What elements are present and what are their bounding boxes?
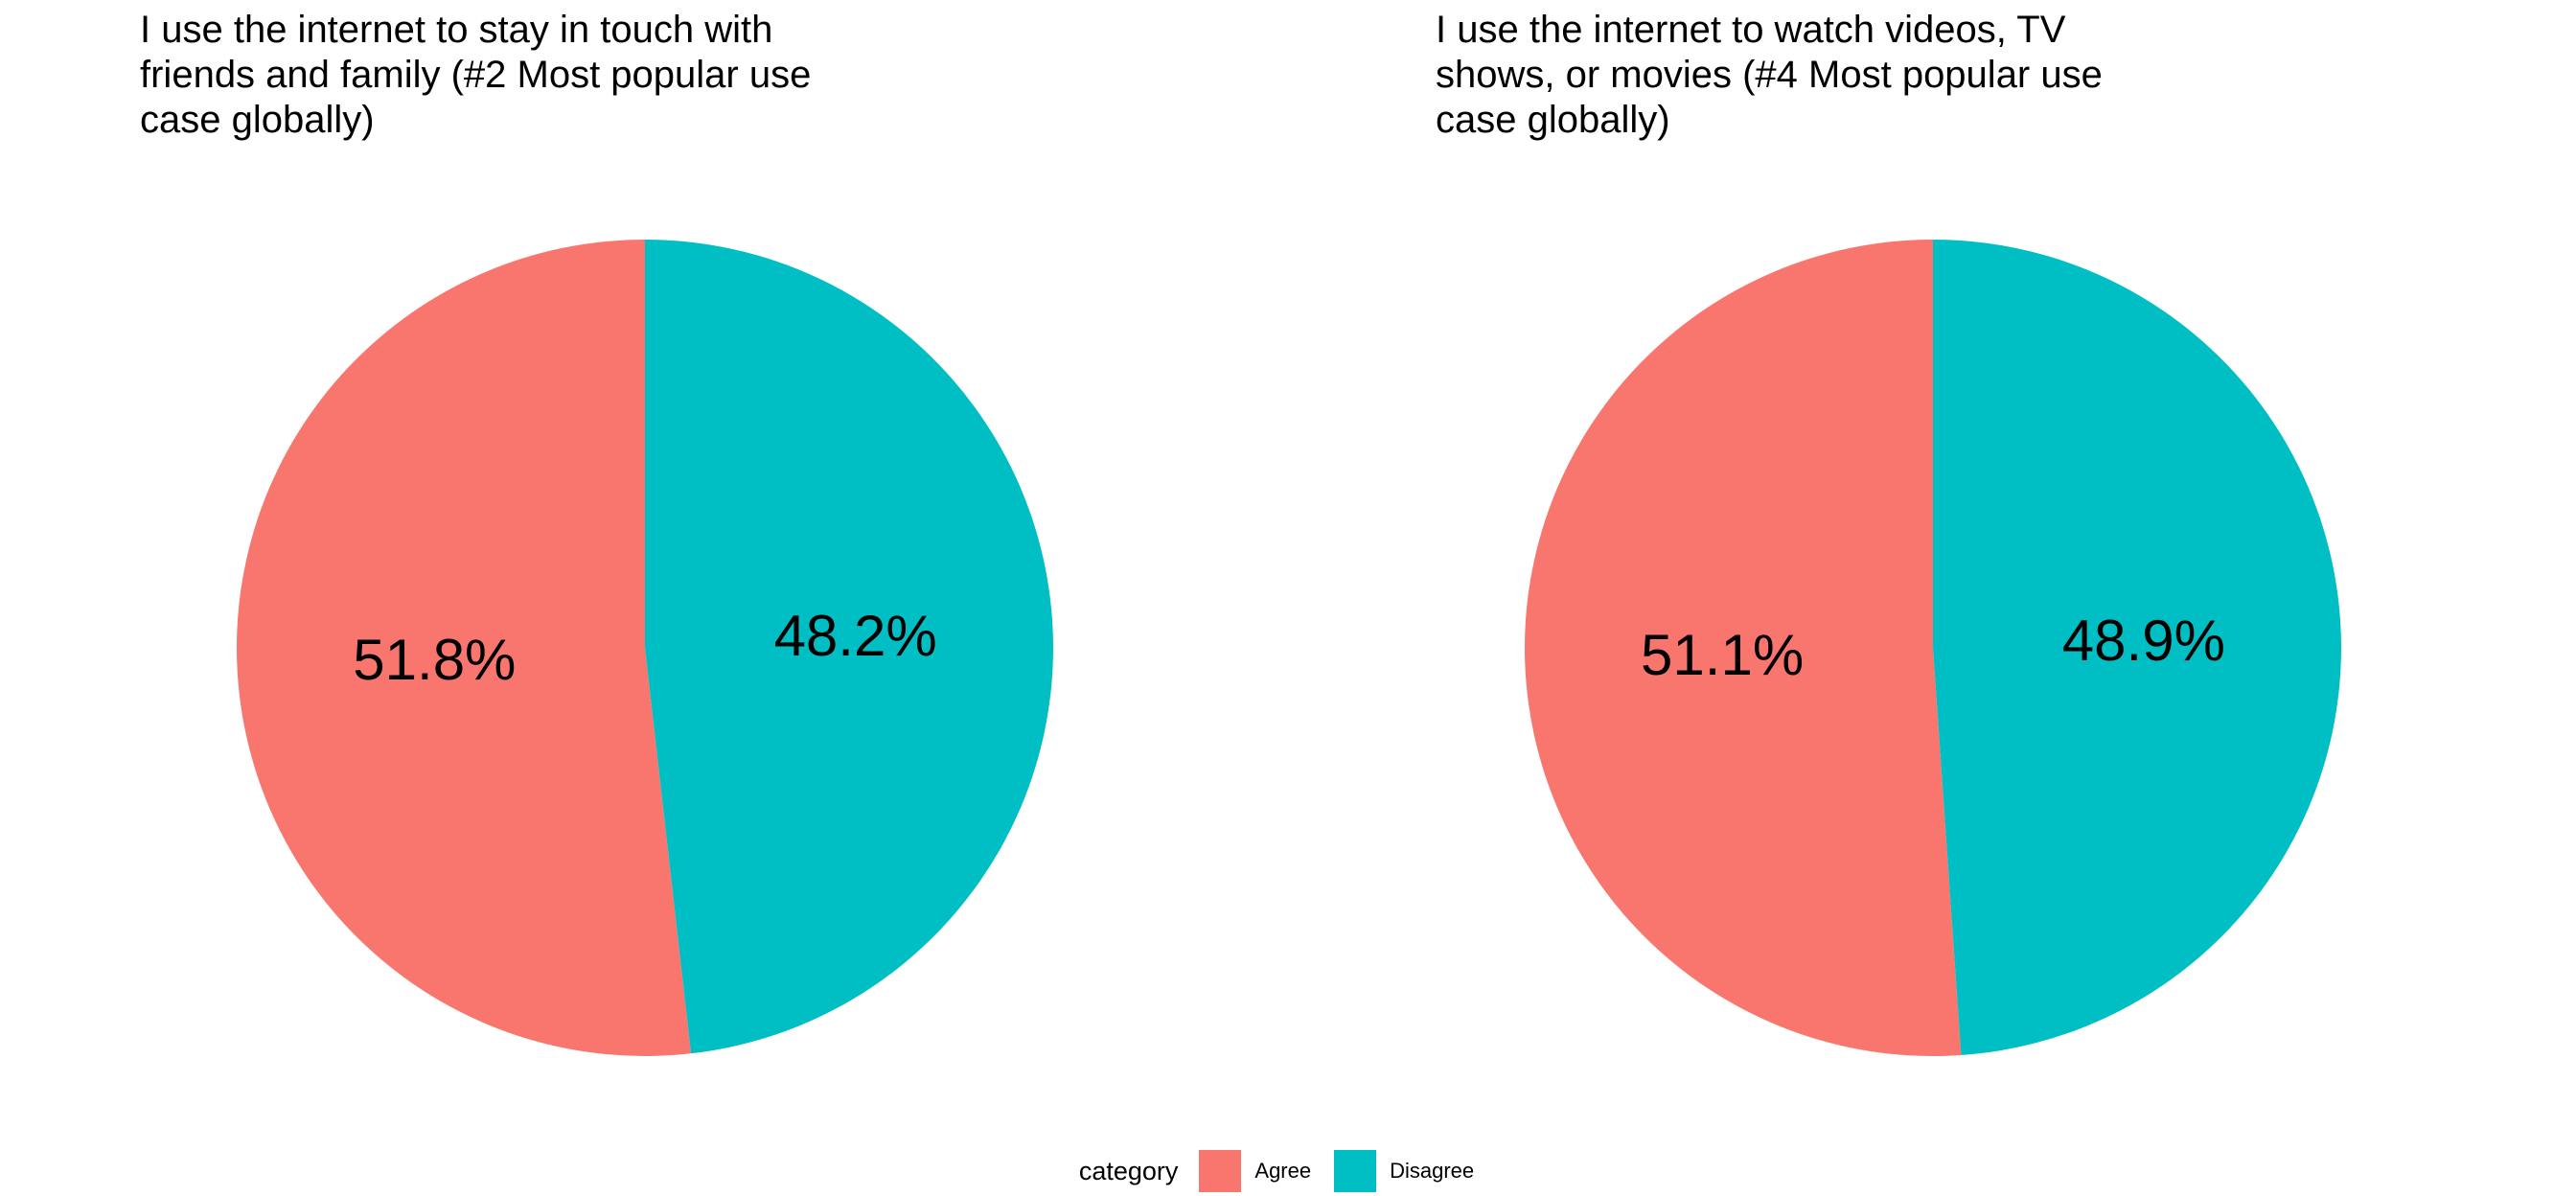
- pie-chart-2: 51.1% 48.9%: [1524, 240, 2341, 1056]
- pie-slice-disagree: [1933, 240, 2341, 1055]
- legend-item-agree: Agree: [1199, 1150, 1311, 1192]
- pie-label-agree: 51.1%: [1641, 623, 1804, 687]
- chart-title-2: I use the internet to watch videos, TV s…: [1436, 9, 2103, 141]
- legend-title: category: [1078, 1156, 1179, 1185]
- pie-label-disagree: 48.9%: [2062, 609, 2225, 673]
- pie-label-disagree: 48.2%: [774, 604, 937, 668]
- pie-slice-disagree: [645, 240, 1053, 1054]
- legend-label-agree: Agree: [1254, 1159, 1312, 1183]
- pie-chart-panel-1: I use the internet to stay in touch with…: [0, 0, 1288, 1112]
- pie-chart-1: 51.8% 48.2%: [237, 240, 1053, 1056]
- pie-slice-agree: [237, 240, 692, 1056]
- chart-title-1: I use the internet to stay in touch with…: [140, 9, 812, 141]
- pie-chart-panel-2: I use the internet to watch videos, TV s…: [1288, 0, 2576, 1112]
- pie-slice-agree: [1524, 240, 1962, 1056]
- chart-legend: category Agree Disagree: [0, 1146, 2576, 1196]
- legend-item-disagree: Disagree: [1334, 1150, 1474, 1192]
- legend-swatch-disagree: [1334, 1150, 1377, 1192]
- pie-label-agree: 51.8%: [353, 628, 516, 692]
- legend-label-disagree: Disagree: [1390, 1159, 1475, 1183]
- legend-swatch-agree: [1199, 1150, 1242, 1192]
